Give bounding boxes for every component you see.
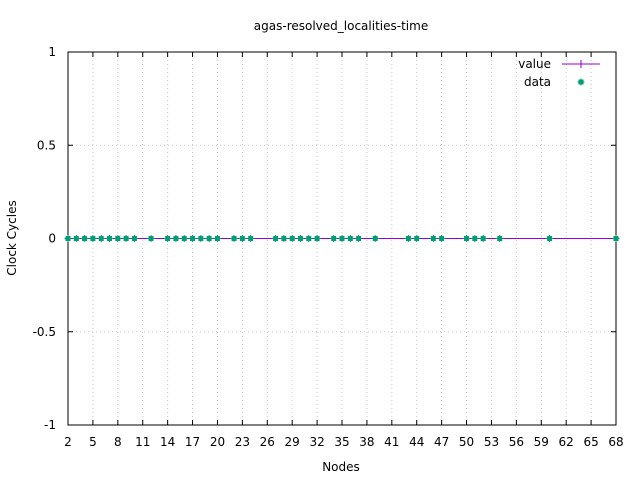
x-tick-label: 35	[334, 435, 349, 449]
x-tick-labels: 2 5 8 11 14 17 20 23 26 29 32 35 38 41 44 47 50 53 56 59 62 6…	[64, 435, 623, 449]
data-point	[64, 235, 72, 242]
x-tick-label: 29	[285, 435, 300, 449]
x-tick-label: 26	[260, 435, 275, 449]
data-point	[288, 235, 296, 242]
data-point	[106, 235, 114, 242]
x-tick-label: 5	[89, 435, 97, 449]
data-point	[114, 235, 122, 242]
data-point	[122, 235, 130, 242]
legend-swatch-data	[577, 78, 585, 86]
data-point	[213, 235, 221, 242]
data-point	[180, 235, 188, 242]
data-point	[247, 235, 255, 242]
x-tick-label: 11	[135, 435, 150, 449]
x-tick-label: 68	[608, 435, 623, 449]
data-point	[313, 235, 321, 242]
x-tick-label: 20	[210, 435, 225, 449]
data-point	[172, 235, 180, 242]
x-tick-label: 44	[409, 435, 424, 449]
data-point	[371, 235, 379, 242]
x-tick-label: 47	[434, 435, 449, 449]
data-point	[612, 235, 620, 242]
data-point	[338, 235, 346, 242]
data-point	[280, 235, 288, 242]
data-point	[346, 235, 354, 242]
x-tick-label: 50	[459, 435, 474, 449]
x-tick-label: 65	[583, 435, 598, 449]
data-point	[197, 235, 205, 242]
x-tick-label: 56	[509, 435, 524, 449]
x-tick-label: 23	[235, 435, 250, 449]
y-tick-label: 1	[48, 45, 56, 59]
data-point	[546, 235, 554, 242]
legend: value data	[518, 57, 600, 89]
y-tick-label: 0	[48, 232, 56, 246]
data-point	[238, 235, 246, 242]
data-point	[205, 235, 213, 242]
legend-label-data: data	[524, 75, 551, 89]
data-point	[230, 235, 238, 242]
x-tick-label: 62	[559, 435, 574, 449]
y-tick-label: -0.5	[33, 325, 56, 339]
data-point	[89, 235, 97, 242]
x-tick-label: 2	[64, 435, 72, 449]
data-point	[471, 235, 479, 242]
x-tick-label: 17	[185, 435, 200, 449]
data-point	[496, 235, 504, 242]
data-point	[130, 235, 138, 242]
data-point	[81, 235, 89, 242]
y-tick-label: -1	[44, 418, 56, 432]
x-tick-label: 8	[114, 435, 122, 449]
data-point	[72, 235, 80, 242]
data-point	[355, 235, 363, 242]
data-point	[413, 235, 421, 242]
data-point	[438, 235, 446, 242]
data-point	[330, 235, 338, 242]
chart-title: agas-resolved_localities-time	[254, 19, 428, 33]
series	[64, 235, 620, 242]
data-point	[296, 235, 304, 242]
data-point	[305, 235, 313, 242]
data-point	[463, 235, 471, 242]
data-point	[272, 235, 280, 242]
legend-label-value: value	[518, 57, 551, 71]
x-tick-label: 14	[160, 435, 175, 449]
data-point	[479, 235, 487, 242]
x-tick-label: 32	[309, 435, 324, 449]
data-point	[404, 235, 412, 242]
x-axis-label: Nodes	[322, 460, 360, 474]
x-tick-label: 59	[534, 435, 549, 449]
data-point	[97, 235, 105, 242]
data-point	[164, 235, 172, 242]
y-axis-label: Clock Cycles	[5, 200, 19, 275]
data-point	[147, 235, 155, 242]
data-point	[189, 235, 197, 242]
x-tick-label: 41	[384, 435, 399, 449]
y-tick-labels: 1 0.5 0 -0.5 -1	[33, 45, 56, 432]
x-tick-label: 38	[359, 435, 374, 449]
x-tick-label: 53	[484, 435, 499, 449]
y-tick-label: 0.5	[37, 138, 56, 152]
axis-ticks	[67, 51, 617, 426]
data-point	[429, 235, 437, 242]
